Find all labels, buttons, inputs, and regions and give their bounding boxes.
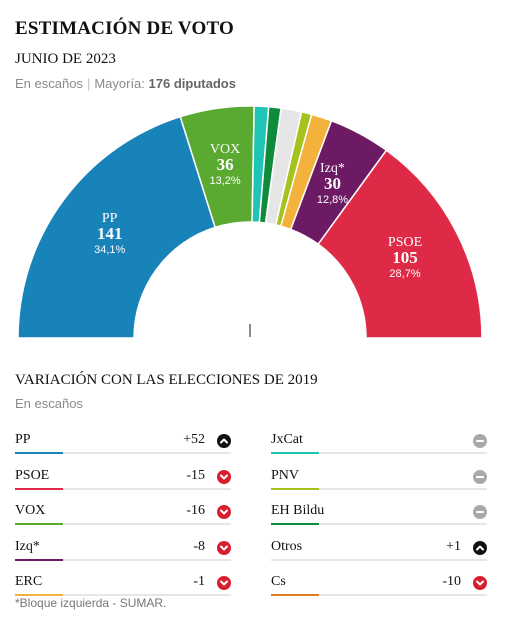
party-name: JxCat	[271, 432, 303, 447]
variation-row-psoe: PSOE -15	[15, 466, 231, 490]
no-change-icon	[473, 505, 487, 519]
party-color-swatch	[15, 558, 63, 561]
majority-label: Mayoría:	[94, 76, 145, 91]
party-name: PNV	[271, 467, 300, 483]
chart-meta: En escaños | Mayoría: 176 diputados	[15, 76, 236, 91]
party-color-swatch	[271, 523, 319, 525]
variation-title: VARIACIÓN CON LAS ELECCIONES DE 2019	[15, 372, 318, 388]
unit-label: En escaños	[15, 76, 83, 91]
hemicycle-segment-pp	[17, 115, 217, 339]
segment-percentage: 34,1%	[94, 244, 125, 256]
party-color-swatch	[271, 452, 319, 454]
party-name: PP	[15, 432, 31, 447]
no-change-icon	[473, 469, 487, 484]
row-underline	[271, 452, 487, 454]
party-name: Izq*	[15, 538, 40, 554]
party-color-swatch	[15, 487, 63, 490]
segment-party-name: VOX	[210, 142, 240, 157]
party-name: Cs	[271, 574, 286, 589]
party-color-swatch	[271, 558, 319, 561]
seat-change: +52	[183, 432, 205, 447]
seat-change: -15	[186, 467, 205, 483]
seat-change: -10	[442, 574, 461, 589]
row-underline	[271, 594, 487, 596]
row-underline	[15, 594, 231, 596]
party-name: EH Bildu	[271, 503, 325, 518]
variation-row-erc: ERC -1	[15, 572, 231, 596]
segment-percentage: 13,2%	[209, 175, 240, 187]
arrow-down-icon	[217, 576, 231, 590]
arrow-down-icon	[217, 540, 231, 555]
seat-change: -8	[193, 538, 205, 554]
segment-party-name: PSOE	[388, 235, 422, 250]
chart-title: ESTIMACIÓN DE VOTO	[15, 18, 234, 39]
seat-change: -1	[193, 574, 205, 589]
party-color-swatch	[15, 523, 63, 525]
variation-row-pp: PP +52	[15, 430, 231, 454]
row-underline	[271, 487, 487, 490]
row-underline	[15, 487, 231, 490]
party-name: VOX	[15, 503, 46, 518]
variation-row-izq-: Izq* -8	[15, 537, 231, 561]
footnote: *Bloque izquierda - SUMAR.	[15, 596, 167, 610]
variation-row-pnv: PNV	[271, 466, 487, 490]
arrow-up-icon	[473, 540, 487, 555]
meta-separator: |	[86, 76, 91, 91]
party-color-swatch	[15, 452, 63, 454]
segment-seat-count: 105	[392, 248, 418, 267]
chart-subtitle: JUNIO DE 2023	[15, 51, 116, 67]
row-underline	[15, 452, 231, 454]
seat-change: +1	[446, 538, 461, 554]
no-change-icon	[473, 434, 487, 448]
variation-row-otros: Otros +1	[271, 537, 487, 561]
arrow-down-icon	[473, 576, 487, 590]
arrow-down-icon	[217, 505, 231, 519]
party-color-swatch	[271, 594, 319, 596]
segment-party-name: PP	[102, 211, 118, 226]
arrow-up-icon	[217, 434, 231, 448]
row-underline	[271, 558, 487, 561]
segment-percentage: 28,7%	[389, 268, 420, 280]
party-color-swatch	[15, 594, 63, 596]
segment-seat-count: 36	[217, 155, 234, 174]
party-name: ERC	[15, 574, 43, 589]
row-underline	[15, 523, 231, 525]
party-name: Otros	[271, 538, 303, 554]
segment-seat-count: 141	[97, 224, 123, 243]
segment-party-name: Izq*	[320, 161, 345, 176]
variation-row-cs: Cs -10	[271, 572, 487, 596]
seat-change: -16	[186, 503, 205, 518]
variation-unit: En escaños	[15, 396, 83, 411]
segment-seat-count: 30	[324, 174, 341, 193]
variation-row-eh-bildu: EH Bildu	[271, 501, 487, 525]
segment-percentage: 12,8%	[317, 194, 348, 206]
majority-value: 176 diputados	[148, 76, 236, 91]
party-name: PSOE	[15, 467, 50, 483]
row-underline	[271, 523, 487, 525]
arrow-down-icon	[217, 469, 231, 484]
row-underline	[15, 558, 231, 561]
variation-row-vox: VOX -16	[15, 501, 231, 525]
party-color-swatch	[271, 487, 319, 490]
variation-row-jxcat: JxCat	[271, 430, 487, 454]
hemicycle-segment-psoe	[317, 149, 483, 339]
